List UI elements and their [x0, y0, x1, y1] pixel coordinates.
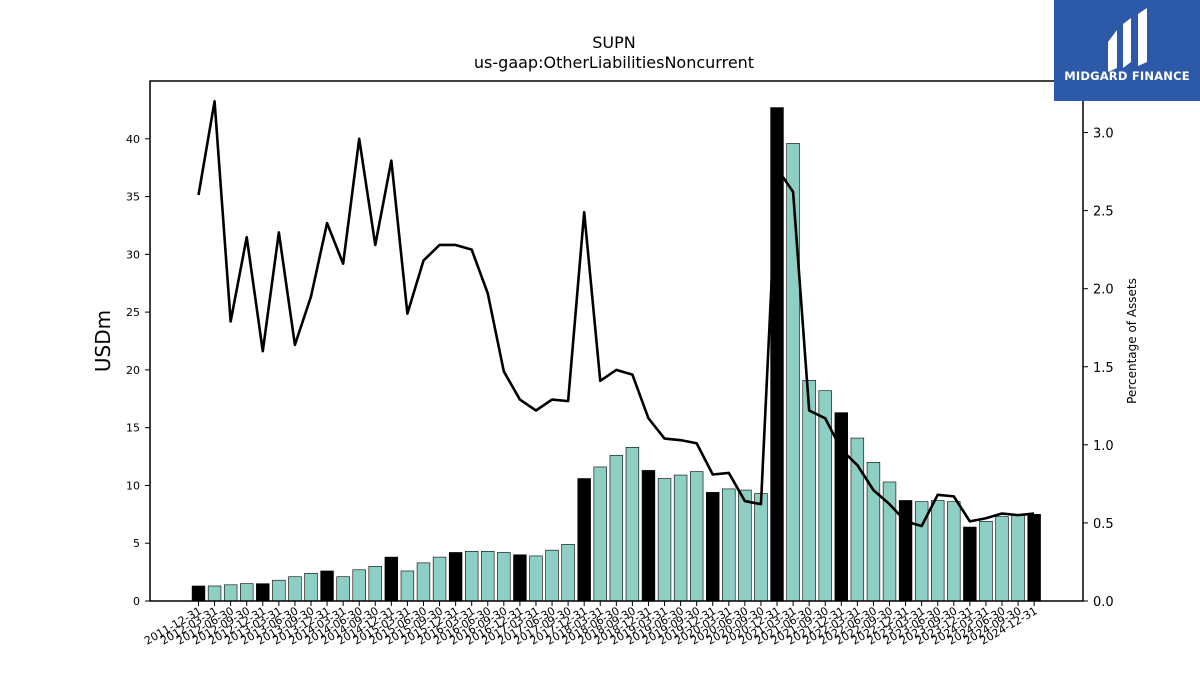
bar [786, 143, 800, 602]
bar [979, 520, 993, 602]
midgard-logo-icon [1108, 8, 1147, 72]
percentage-line [197, 100, 1035, 528]
bar [352, 569, 366, 602]
chart-subtitle: us-gaap:OtherLiabilitiesNoncurrent [474, 53, 754, 72]
y2-tick-label: 2.0 [1093, 283, 1114, 298]
bar [207, 585, 222, 602]
y-tick-label: 25 [126, 306, 140, 319]
bar [754, 493, 768, 602]
bar [529, 555, 543, 602]
bar [513, 554, 527, 602]
bar [818, 390, 832, 602]
bar [368, 566, 382, 602]
y2-axis-label: Percentage of Assets [1125, 278, 1139, 404]
bar [657, 478, 672, 602]
bar [416, 562, 431, 602]
bar [722, 488, 736, 602]
bar [625, 447, 640, 602]
bar [256, 583, 270, 602]
bar [320, 570, 334, 602]
bar [464, 551, 479, 602]
bar [561, 544, 575, 602]
bar [240, 583, 254, 602]
chart-title: SUPN [592, 33, 635, 52]
bar [641, 470, 656, 602]
y-tick-label: 40 [126, 133, 140, 146]
bar [931, 500, 945, 602]
bar [497, 552, 511, 602]
bar [191, 585, 206, 602]
bar [947, 501, 961, 602]
bar [304, 572, 318, 602]
bar [1027, 514, 1041, 602]
y2-tick-label: 0.0 [1093, 595, 1114, 610]
bar [384, 556, 399, 602]
y2-tick-label: 0.5 [1093, 517, 1114, 532]
y2-tick-label: 1.5 [1093, 361, 1114, 376]
bar [272, 579, 286, 602]
y-axis-right: 0.0 0.5 1.0 1.5 2.0 2.5 3.0 [1083, 127, 1114, 610]
bar [288, 576, 302, 602]
bar [706, 492, 720, 602]
bar-series [191, 107, 1041, 602]
bar [481, 551, 495, 602]
logo-text: MIDGARD FINANCE [1064, 69, 1190, 83]
y-tick-label: 35 [126, 191, 140, 204]
y-tick-label: 30 [126, 248, 140, 261]
line-series [197, 100, 1035, 528]
y-tick-label: 20 [126, 364, 140, 377]
bar [673, 474, 688, 602]
bar [448, 552, 463, 602]
x-axis: 2011-12-312012-03-312012-06-302012-09-30… [142, 601, 1040, 648]
bar [223, 584, 238, 602]
bar [995, 516, 1009, 602]
bar [1011, 515, 1025, 602]
y2-tick-label: 2.5 [1093, 205, 1114, 220]
y-tick-label: 5 [133, 537, 140, 550]
bar [689, 471, 704, 602]
bar [545, 549, 559, 602]
y-tick-label: 10 [126, 479, 140, 492]
bar [432, 556, 447, 602]
y-axis-label: USDm [91, 310, 115, 372]
bar [738, 489, 752, 602]
y-tick-label: 15 [126, 422, 140, 435]
bar [400, 570, 415, 602]
y2-tick-label: 3.0 [1093, 127, 1114, 142]
bar [963, 526, 977, 602]
brand-logo: MIDGARD FINANCE [1054, 0, 1200, 101]
bar [593, 466, 607, 602]
y-axis-left: 0 5 10 15 20 25 30 35 40 [126, 133, 150, 608]
bar [609, 455, 624, 602]
y-tick-label: 0 [133, 595, 140, 608]
y2-tick-label: 1.0 [1093, 439, 1114, 454]
bar [577, 478, 591, 602]
bar [336, 576, 350, 602]
